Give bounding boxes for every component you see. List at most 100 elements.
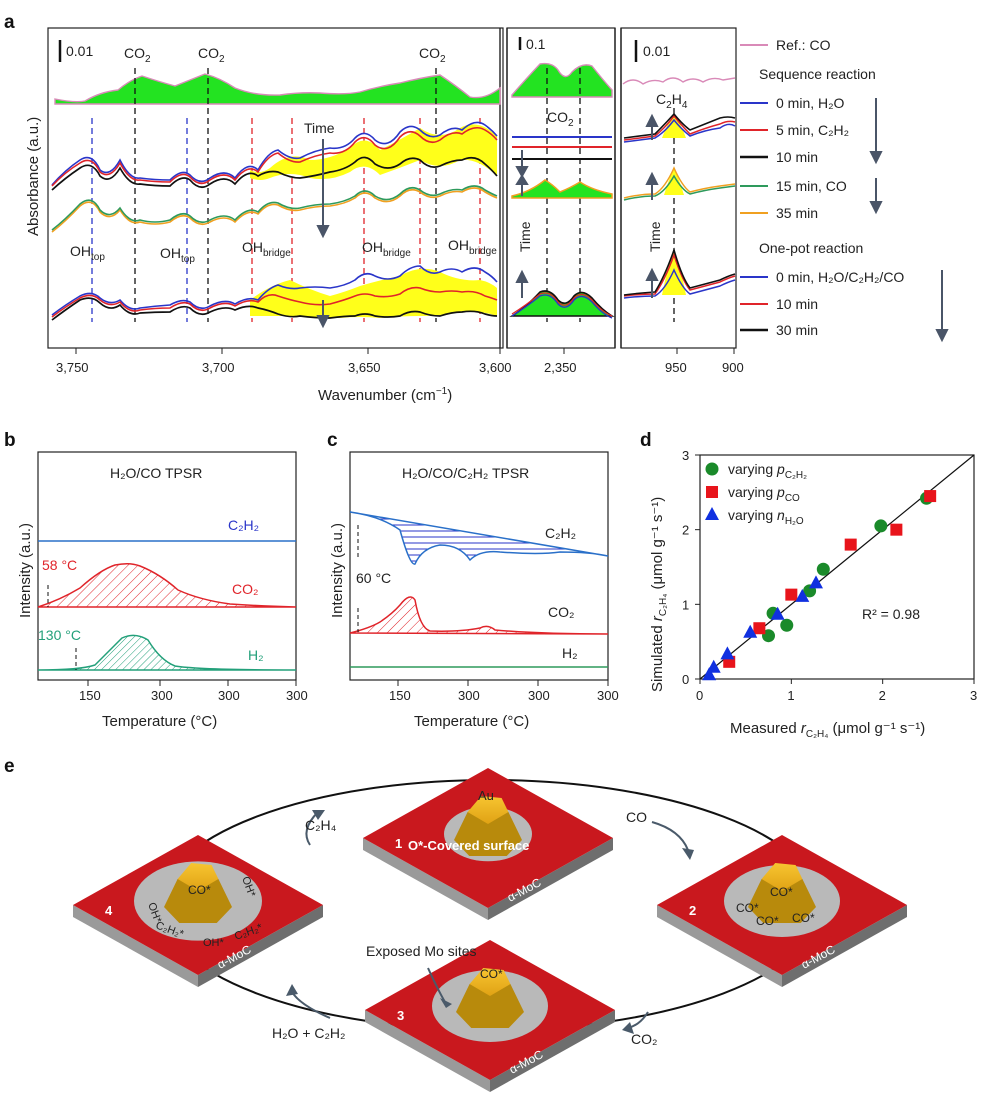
- state-number: 2: [689, 903, 696, 918]
- svg-text:OHtop: OHtop: [160, 245, 195, 265]
- panel-d-label: d: [640, 430, 652, 451]
- tick-3650: 3,650: [348, 360, 381, 375]
- co-star: CO*: [736, 901, 759, 915]
- d-xtick: 1: [787, 688, 794, 703]
- svg-text:One-pot reaction: One-pot reaction: [759, 240, 863, 256]
- c-tick-2: 300: [458, 688, 480, 703]
- legend-label: varying nH₂O: [728, 507, 804, 527]
- panel-b-label: b: [4, 430, 16, 451]
- scale-right: 0.01: [643, 43, 670, 59]
- d-xtick: 3: [970, 688, 977, 703]
- d-ylabel: Simulated rC₂H₄ (μmol g⁻¹ s⁻¹): [649, 497, 669, 692]
- data-point: [720, 646, 735, 660]
- legend-label: varying pC₂H₂: [728, 461, 807, 481]
- panel-c-label: c: [327, 430, 338, 451]
- co2-label-mid: CO2: [547, 109, 574, 129]
- svg-text:OHbridge: OHbridge: [448, 237, 497, 257]
- c-tick-4: 300: [597, 688, 619, 703]
- oh-star: OH*: [203, 937, 225, 949]
- svg-text:OHtop: OHtop: [70, 243, 105, 263]
- tick-900: 900: [722, 360, 744, 375]
- d-ytick: 1: [682, 597, 689, 612]
- plot-frame: [699, 454, 975, 680]
- svg-text:5 min, C₂H₂: 5 min, C₂H₂: [776, 122, 849, 138]
- d-xlabel: Measured rC₂H₄ (μmol g⁻¹ s⁻¹): [730, 720, 925, 740]
- d-xtick: 0: [696, 688, 703, 703]
- c-tick-3: 300: [528, 688, 550, 703]
- svg-text:15 min, CO: 15 min, CO: [776, 178, 847, 194]
- panel-b-frame: [37, 451, 297, 681]
- c-60c: 60 °C: [356, 570, 391, 586]
- data-point: [785, 588, 798, 601]
- arrow-h2o-c2h2: H₂O + C₂H₂: [272, 1025, 345, 1041]
- arrow-co: CO: [626, 809, 647, 825]
- data-point: [770, 606, 785, 620]
- data-point: [808, 575, 823, 589]
- svg-text:35 min: 35 min: [776, 205, 818, 221]
- b-tick-1: 150: [79, 688, 101, 703]
- co-star: CO*: [188, 883, 211, 897]
- svg-text:Sequence reaction: Sequence reaction: [759, 66, 876, 82]
- co2-label-2: CO2: [198, 45, 225, 65]
- legend-marker: [705, 462, 719, 476]
- time-label-right: Time: [647, 221, 663, 252]
- data-point: [844, 538, 857, 551]
- b-tick-2: 300: [151, 688, 173, 703]
- svg-text:OHbridge: OHbridge: [242, 239, 291, 259]
- panel-b-xlabel: Temperature (°C): [102, 713, 217, 730]
- panel-a-frame-main: [47, 27, 504, 349]
- co2-label-3: CO2: [419, 45, 446, 65]
- svg-text:Ref.: CO: Ref.: CO: [776, 37, 831, 53]
- co-star: CO*: [792, 911, 815, 925]
- tick-3700: 3,700: [202, 360, 235, 375]
- svg-text:10 min: 10 min: [776, 149, 818, 165]
- co-star: CO*: [480, 967, 503, 981]
- scale-mid: 0.1: [526, 36, 546, 52]
- panel-a-frame-right: [620, 27, 737, 349]
- o-covered-label: O*-Covered surface: [408, 838, 529, 853]
- data-point: [890, 523, 903, 536]
- arrow-co2: CO₂: [631, 1031, 657, 1047]
- tick-2350: 2,350: [544, 360, 577, 375]
- tick-950: 950: [665, 360, 687, 375]
- b-tick-4: 300: [286, 688, 308, 703]
- c-c2h2: C₂H₂: [545, 525, 576, 541]
- data-point: [924, 490, 937, 503]
- state-number: 1: [395, 836, 402, 851]
- tick-3600: 3,600: [479, 360, 512, 375]
- d-ytick: 2: [682, 523, 689, 538]
- co-star: CO*: [770, 885, 793, 899]
- panel-a-legend: Ref.: CO Sequence reaction 0 min, H₂O 5 …: [740, 37, 949, 343]
- data-point: [780, 618, 794, 632]
- d-ytick: 3: [682, 448, 689, 463]
- svg-text:10 min: 10 min: [776, 296, 818, 312]
- panel-c-title: H₂O/CO/C₂H₂ TPSR: [402, 465, 529, 481]
- svg-text:0 min, H₂O/C₂H₂/CO: 0 min, H₂O/C₂H₂/CO: [776, 269, 904, 285]
- data-point: [874, 519, 888, 533]
- legend-label: varying pCO: [728, 484, 800, 504]
- b-c2h2: C₂H₂: [228, 517, 259, 533]
- scatter-chart: 0 1 2 3 0 1 2 3 varying pC₂H₂ varying pCO varying …: [649, 448, 977, 740]
- panel-c-frame: [349, 451, 609, 681]
- b-130c: 130 °C: [38, 627, 81, 643]
- exposed-mo-label: Exposed Mo sites: [366, 943, 477, 959]
- c-tick-1: 150: [389, 688, 411, 703]
- co2-label-1: CO2: [124, 45, 151, 65]
- data-point: [702, 667, 717, 681]
- state-number: 4: [105, 903, 113, 918]
- c2h4-label: C2H4: [656, 91, 688, 111]
- co-star: CO*: [756, 914, 779, 928]
- panel-c-xlabel: Temperature (°C): [414, 713, 529, 730]
- panel-a-xlabel: Wavenumber (cm−1): [318, 386, 452, 404]
- au-label: Au: [478, 788, 494, 803]
- svg-text:0 min, H₂O: 0 min, H₂O: [776, 95, 845, 111]
- c-co2: CO₂: [548, 604, 574, 620]
- data-point: [743, 624, 758, 638]
- panel-a-ylabel: Absorbance (a.u.): [25, 117, 42, 236]
- oh-labels: OHtop OHtop OHbridge OHbridge OHbridge: [70, 237, 497, 265]
- panel-b-ylabel: Intensity (a.u.): [17, 523, 34, 618]
